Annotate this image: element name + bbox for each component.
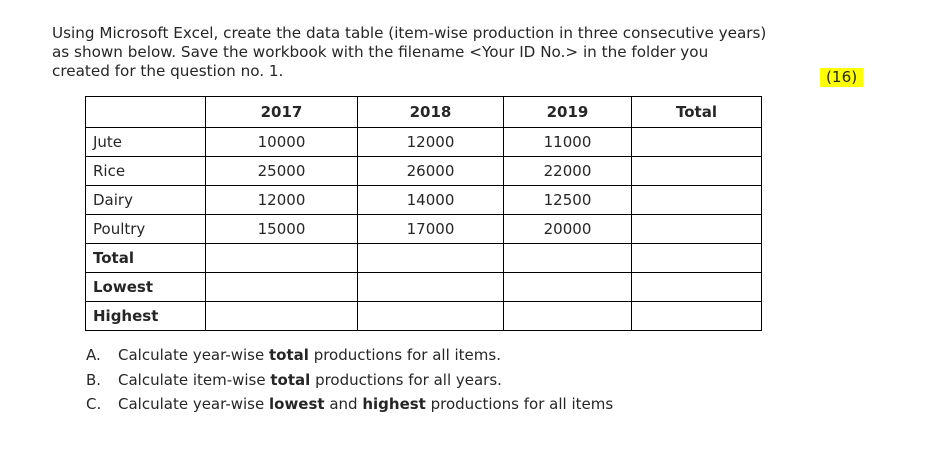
task-letter: B. [86, 370, 102, 389]
task-text: and [324, 395, 363, 413]
table-header-row: 2017 2018 2019 Total [85, 96, 762, 128]
table-cell: 10000 [205, 127, 358, 157]
table-row: Rice 25000 26000 22000 [85, 156, 762, 186]
table-cell [205, 272, 358, 302]
table-row: Total [85, 243, 762, 273]
task-emphasis: lowest [269, 395, 325, 413]
header-cell: 2019 [503, 96, 632, 128]
table-row: Poultry 15000 17000 20000 [85, 214, 762, 244]
task-item: B. Calculate item-wise total productions … [86, 368, 613, 393]
task-emphasis: highest [362, 395, 426, 413]
table-cell [631, 272, 762, 302]
table-cell [503, 301, 632, 331]
table-cell [357, 243, 504, 273]
table-row: Jute 10000 12000 11000 [85, 127, 762, 157]
table-cell [631, 301, 762, 331]
header-cell: 2017 [205, 96, 358, 128]
question-line: as shown below. Save the workbook with t… [52, 43, 709, 61]
task-item: A. Calculate year-wise total productions … [86, 343, 613, 368]
table-cell [357, 301, 504, 331]
header-cell: 2018 [357, 96, 504, 128]
table-cell [503, 272, 632, 302]
table-cell: 12500 [503, 185, 632, 215]
task-emphasis: total [270, 370, 311, 389]
table-row: Dairy 12000 14000 12500 [85, 185, 762, 215]
row-label: Jute [85, 127, 206, 157]
table-cell: 17000 [357, 214, 504, 244]
task-letter: C. [86, 395, 102, 413]
task-text: Calculate year-wise [118, 346, 269, 364]
row-label: Dairy [85, 185, 206, 215]
row-label: Poultry [85, 214, 206, 244]
table-cell [205, 243, 358, 273]
task-text: productions for all years. [310, 370, 502, 389]
table-cell: 26000 [357, 156, 504, 186]
question-line: Using Microsoft Excel, create the data t… [52, 24, 767, 42]
table-row: Highest [85, 301, 762, 331]
task-item: C. Calculate year-wise lowest and highest… [86, 392, 613, 417]
table-cell [357, 272, 504, 302]
table-cell [205, 301, 358, 331]
table-row: Lowest [85, 272, 762, 302]
table-cell [631, 156, 762, 186]
table-cell [631, 214, 762, 244]
task-text: productions for all items. [308, 346, 501, 364]
task-letter: A. [86, 346, 101, 364]
task-emphasis: total [269, 346, 309, 364]
table-cell: 12000 [205, 185, 358, 215]
table-cell: 15000 [205, 214, 358, 244]
row-label: Rice [85, 156, 206, 186]
row-label: Total [85, 243, 206, 273]
table-cell [503, 243, 632, 273]
task-text: Calculate item-wise [118, 370, 271, 389]
marks-highlight: (16) [820, 68, 864, 87]
table-cell: 22000 [503, 156, 632, 186]
table-cell [631, 185, 762, 215]
table-cell: 14000 [357, 185, 504, 215]
production-table: 2017 2018 2019 Total Jute 10000 12000 11… [85, 96, 762, 331]
table-cell: 11000 [503, 127, 632, 157]
header-cell: Total [631, 96, 762, 128]
table-cell: 20000 [503, 214, 632, 244]
row-label: Highest [85, 301, 206, 331]
table-cell [631, 243, 762, 273]
task-list: A. Calculate year-wise total productions … [86, 343, 613, 417]
task-text: productions for all items [425, 395, 614, 413]
header-cell [85, 96, 206, 128]
question-text: Using Microsoft Excel, create the data t… [52, 24, 882, 81]
task-text: Calculate year-wise [118, 395, 269, 413]
question-line: created for the question no. 1. [52, 62, 284, 80]
row-label: Lowest [85, 272, 206, 302]
table-cell: 12000 [357, 127, 504, 157]
table-cell: 25000 [205, 156, 358, 186]
table-cell [631, 127, 762, 157]
